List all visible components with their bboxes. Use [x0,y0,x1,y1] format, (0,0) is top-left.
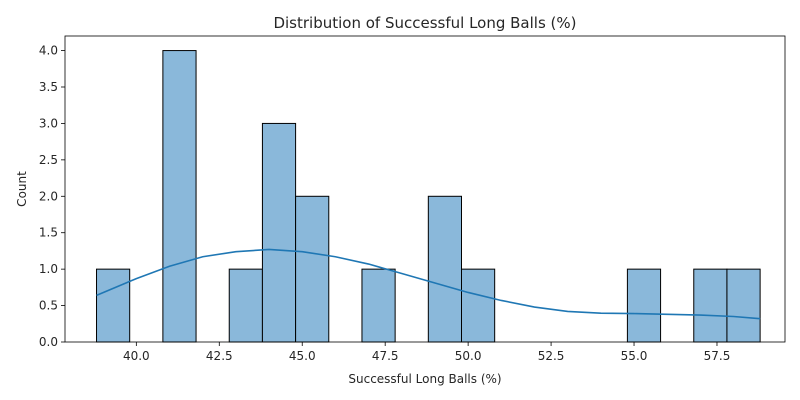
histogram-bar-5 [361,268,396,343]
x-axis-ticks: 40.0 42.5 45.0 47.5 50.0 52.5 55.0 57.5 [123,342,730,363]
x-tick-label: 45.0 [289,349,316,363]
histogram-bar-9 [693,268,728,343]
y-tick-label: 1.0 [39,262,58,276]
kde-curve [96,248,761,320]
x-tick-label: 40.0 [123,349,150,363]
histogram-bar-3 [261,122,297,343]
y-tick-label: 2.5 [39,153,58,167]
histogram-bar-4 [295,195,330,343]
histogram-bar-7 [461,268,496,343]
x-tick-label: 55.0 [621,349,648,363]
x-tick-label: 50.0 [455,349,482,363]
x-tick-label: 57.5 [704,349,731,363]
histogram-bar-0 [96,268,131,343]
axes-frame [64,35,786,343]
bars-group [96,50,761,343]
histogram-bar-1 [162,50,197,343]
y-tick-label: 1.5 [39,226,58,240]
y-tick-label: 4.0 [39,44,58,58]
histogram-bar-8 [626,268,662,343]
y-tick-label: 2.0 [39,189,58,203]
x-tick-label: 42.5 [206,349,233,363]
y-tick-label: 3.5 [39,80,58,94]
y-tick-label: 0.0 [39,335,58,349]
x-tick-label: 52.5 [538,349,565,363]
histogram-bar-10 [726,268,761,343]
y-axis-ticks: 0.0 0.5 1.0 1.5 2.0 2.5 3.0 3.5 4.0 [39,44,65,349]
y-axis-label: Count [15,171,29,207]
x-axis-label: Successful Long Balls (%) [348,372,501,386]
chart-title: Distribution of Successful Long Balls (%… [273,14,576,32]
histogram-bar-6 [427,195,463,343]
x-tick-label: 47.5 [372,349,399,363]
y-tick-label: 0.5 [39,299,58,313]
histogram-bar-2 [228,268,263,343]
y-tick-label: 3.0 [39,116,58,130]
